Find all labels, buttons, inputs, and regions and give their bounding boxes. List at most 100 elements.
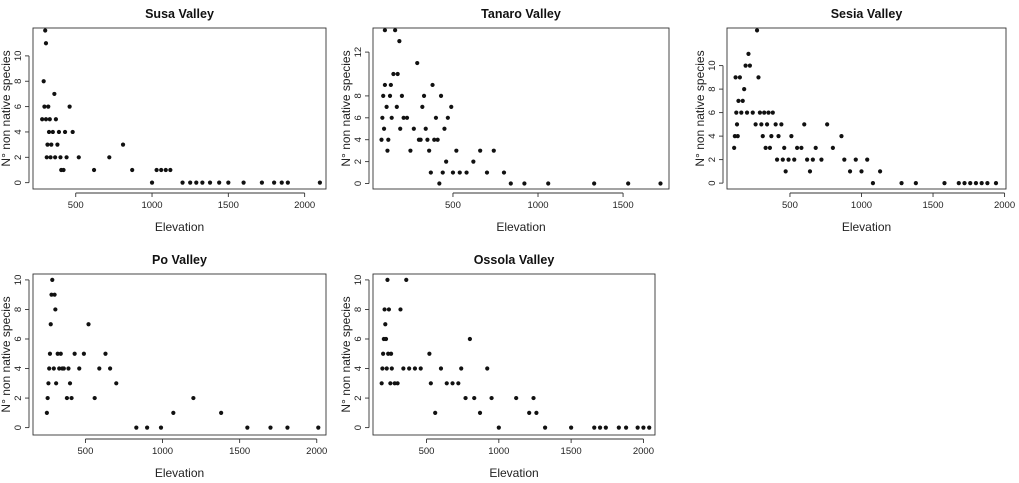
data-point bbox=[120, 142, 126, 147]
data-point bbox=[813, 145, 818, 150]
data-point bbox=[380, 115, 385, 120]
data-point bbox=[47, 366, 52, 371]
data-point bbox=[81, 351, 86, 356]
data-point bbox=[445, 115, 450, 120]
data-point bbox=[55, 142, 60, 147]
data-point bbox=[514, 395, 519, 401]
plot-frame bbox=[32, 27, 327, 190]
data-point bbox=[592, 181, 597, 186]
data-point bbox=[993, 181, 999, 186]
data-point bbox=[418, 366, 423, 371]
data-point bbox=[61, 167, 66, 173]
y-tick-label: 2 bbox=[13, 155, 24, 160]
plot-frame bbox=[726, 27, 1007, 190]
y-tick-label: 0 bbox=[353, 181, 364, 186]
data-point bbox=[763, 145, 768, 150]
data-point bbox=[145, 425, 150, 430]
panel-title: Ossola Valley bbox=[474, 253, 555, 267]
data-point bbox=[393, 28, 398, 33]
data-point bbox=[47, 351, 53, 356]
data-point bbox=[734, 110, 739, 115]
x-tick-label: 2000 bbox=[306, 446, 327, 457]
data-point bbox=[381, 126, 387, 131]
data-point bbox=[279, 180, 284, 185]
x-tick-label: 1000 bbox=[152, 446, 173, 457]
panel-title: Po Valley bbox=[152, 253, 207, 267]
data-point bbox=[43, 28, 48, 33]
data-point bbox=[743, 63, 748, 68]
data-point bbox=[285, 425, 290, 430]
data-point bbox=[66, 366, 71, 371]
data-point bbox=[389, 115, 394, 120]
data-point bbox=[418, 137, 423, 142]
data-point bbox=[392, 381, 397, 386]
data-point bbox=[471, 159, 476, 164]
data-point bbox=[522, 181, 527, 186]
data-point bbox=[853, 157, 858, 162]
data-point bbox=[756, 75, 761, 80]
data-point bbox=[744, 110, 750, 115]
data-point bbox=[56, 129, 62, 135]
data-point bbox=[49, 142, 54, 147]
data-point bbox=[442, 126, 447, 131]
x-tick-label: 2000 bbox=[994, 200, 1015, 211]
data-point bbox=[449, 104, 454, 109]
data-point bbox=[456, 381, 461, 386]
y-tick-label: 0 bbox=[353, 425, 364, 430]
data-point bbox=[740, 98, 745, 103]
data-point bbox=[769, 134, 774, 139]
data-point bbox=[412, 366, 418, 371]
data-point bbox=[496, 425, 501, 430]
data-point bbox=[766, 110, 771, 115]
data-point bbox=[379, 381, 384, 386]
data-point bbox=[53, 117, 58, 122]
data-point bbox=[49, 292, 54, 297]
data-point bbox=[899, 181, 904, 186]
data-point bbox=[219, 410, 224, 415]
y-tick-label: 10 bbox=[353, 275, 364, 286]
data-point bbox=[478, 148, 483, 153]
data-point bbox=[381, 351, 386, 356]
data-point bbox=[191, 395, 196, 401]
data-point bbox=[43, 117, 49, 122]
y-tick-label: 4 bbox=[13, 129, 24, 134]
data-point bbox=[592, 425, 597, 430]
data-point bbox=[383, 322, 388, 327]
data-point bbox=[423, 126, 428, 131]
data-point bbox=[754, 28, 760, 33]
y-axis-title: N° non native species bbox=[0, 296, 13, 412]
data-point bbox=[401, 366, 406, 371]
data-point bbox=[753, 122, 758, 127]
scatter-panel: Ossola Valley 500 1000 1500 2000 0 2 4 6 8 10 Eleva… bbox=[339, 253, 656, 480]
y-tick-label: 10 bbox=[13, 51, 24, 62]
data-point bbox=[388, 381, 393, 386]
data-point bbox=[780, 157, 785, 162]
data-point bbox=[847, 169, 853, 174]
data-point bbox=[428, 381, 433, 386]
data-point bbox=[527, 410, 532, 415]
data-point bbox=[107, 155, 112, 160]
data-point bbox=[531, 395, 536, 401]
data-point bbox=[57, 366, 62, 371]
data-point bbox=[45, 395, 50, 401]
data-point bbox=[380, 366, 385, 371]
data-point bbox=[457, 170, 462, 175]
data-point bbox=[200, 180, 205, 185]
y-tick-label: 6 bbox=[13, 104, 24, 109]
y-tick-label: 0 bbox=[707, 180, 718, 185]
data-point bbox=[635, 425, 640, 430]
data-point bbox=[53, 155, 58, 160]
data-point bbox=[272, 180, 277, 185]
data-point bbox=[774, 157, 780, 162]
data-point bbox=[395, 71, 400, 77]
data-point bbox=[180, 180, 185, 185]
data-point bbox=[51, 366, 56, 371]
data-point bbox=[802, 122, 807, 127]
data-point bbox=[62, 129, 68, 135]
data-point bbox=[188, 180, 193, 185]
data-point bbox=[830, 145, 835, 150]
data-point bbox=[427, 351, 432, 356]
data-point bbox=[92, 395, 97, 401]
x-tick-label: 1500 bbox=[561, 446, 582, 457]
data-point bbox=[427, 148, 432, 153]
